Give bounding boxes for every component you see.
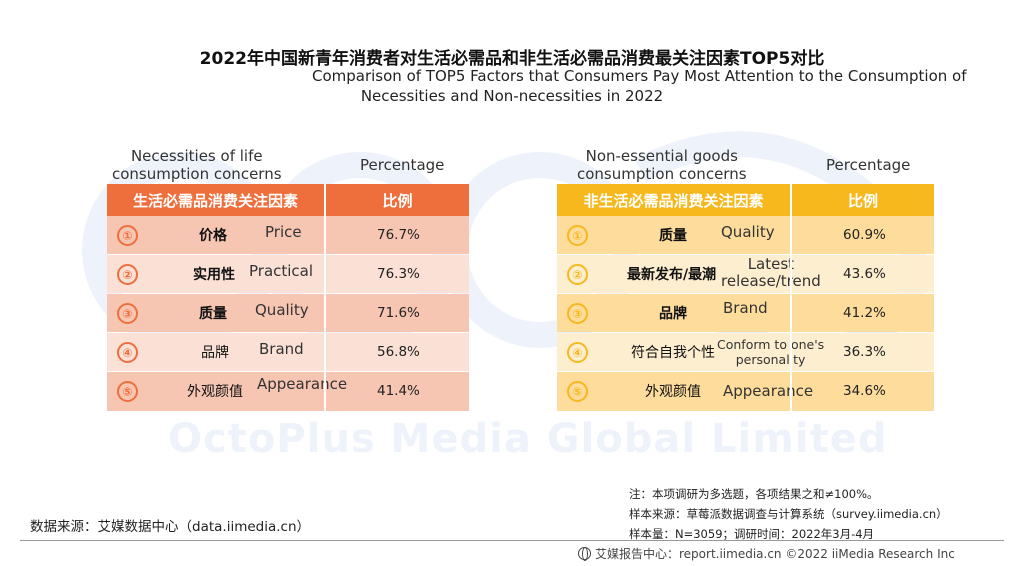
table-row: ⑤ 外观颜值 Appearance 41.4% <box>107 372 469 411</box>
factor-cn: 外观颜值 <box>187 384 243 400</box>
rank-badge: ① <box>117 225 138 246</box>
watermark-text: OctoPlus Media Global Limited <box>168 416 888 462</box>
chart-title-en-line2: Necessities and Non-necessities in 2022 <box>360 87 664 105</box>
factor-en: Quality <box>255 301 309 319</box>
table2-header: 非生活必需品消费关注因素 比例 <box>557 184 934 216</box>
factor-cn: 品牌 <box>659 306 687 322</box>
factor-cn: 价格 <box>199 228 227 244</box>
value-label: 76.3% <box>377 266 420 282</box>
table1-header-percent: 比例 <box>382 191 413 210</box>
value-label: 41.4% <box>377 383 420 399</box>
chart-title-cn: 2022年中国新青年消费者对生活必需品和非生活必需品消费最关注因素TOP5对比 <box>199 49 825 69</box>
rank-badge: ② <box>567 264 588 285</box>
factor-en-line1: Latest <box>747 255 795 273</box>
factor-en: Brand <box>259 340 304 358</box>
footer: 艾媒报告中心：report.iimedia.cn ©2022 iiMedia R… <box>578 545 955 562</box>
rank-badge: ② <box>117 264 138 285</box>
factor-en-line2: personality <box>735 352 806 367</box>
rank-badge: ① <box>567 225 588 246</box>
table2-column-divider <box>790 216 792 411</box>
table2-column-label-line2: consumption concerns <box>577 165 747 183</box>
table2-column-label: Non-essential goods consumption concerns <box>577 147 747 183</box>
factor-en: Practical <box>249 262 314 280</box>
table2-header-percent: 比例 <box>847 191 878 210</box>
factor-cn: 质量 <box>199 306 227 322</box>
rank-badge: ④ <box>117 342 138 363</box>
table-row: ③ 质量 Quality 71.6% <box>107 294 469 332</box>
value-label: 36.3% <box>843 344 886 360</box>
factor-cn: 符合自我个性 <box>631 345 715 361</box>
factor-en: Conform to one's personality <box>717 337 824 367</box>
value-label: 71.6% <box>377 305 420 321</box>
factor-en-line1: Conform to one's <box>717 337 825 352</box>
table1-column-divider <box>324 216 326 411</box>
value-label: 56.8% <box>377 344 420 360</box>
rank-badge: ③ <box>567 303 588 324</box>
table2-header-factor: 非生活必需品消费关注因素 <box>557 184 792 216</box>
factor-cn: 最新发布/最潮 <box>627 267 717 283</box>
value-label: 41.2% <box>843 305 886 321</box>
rank-badge: ④ <box>567 342 588 363</box>
table1-header: 生活必需品消费关注因素 比例 <box>107 184 469 216</box>
table-row: ① 质量 Quality 60.9% <box>557 216 934 254</box>
table-row: ① 价格 Price 76.7% <box>107 216 469 254</box>
table2-percentage-label: Percentage <box>826 156 911 174</box>
note-sample-source: 样本来源：草莓派数据调查与计算系统（survey.iimedia.cn） <box>629 507 948 521</box>
table-non-necessities: 非生活必需品消费关注因素 比例 ① 质量 Quality 60.9% ② 最新发… <box>557 184 934 411</box>
table-row: ④ 品牌 Brand 56.8% <box>107 333 469 371</box>
note-sample-size: 样本量：N=3059；调研时间：2022年3月-4月 <box>629 527 875 541</box>
globe-icon <box>578 547 591 561</box>
rank-badge: ③ <box>117 303 138 324</box>
table-necessities: 生活必需品消费关注因素 比例 ① 价格 Price 76.7% ② 实用性 Pr… <box>107 184 469 411</box>
table1-column-label-line1: Necessities of life <box>130 147 263 165</box>
table-row: ② 最新发布/最潮 Latest release/trend 43.6% <box>557 255 934 293</box>
chart-title-en: Comparison of TOP5 Factors that Consumer… <box>312 66 967 106</box>
rank-badge: ⑤ <box>117 381 138 402</box>
factor-en: Appearance <box>257 375 348 393</box>
table1-column-label-line2: consumption concerns <box>112 165 282 183</box>
factor-cn: 品牌 <box>201 345 229 361</box>
rank-badge: ⑤ <box>567 381 588 402</box>
value-label: 43.6% <box>843 266 886 282</box>
footer-text: 艾媒报告中心：report.iimedia.cn ©2022 iiMedia R… <box>595 547 955 561</box>
table1-percentage-label: Percentage <box>360 156 445 174</box>
factor-en: Appearance <box>723 382 814 400</box>
table1-header-factor: 生活必需品消费关注因素 <box>107 184 326 216</box>
table1-column-label: Necessities of life consumption concerns <box>112 147 282 183</box>
table-row: ③ 品牌 Brand 41.2% <box>557 294 934 332</box>
table-row: ④ 符合自我个性 Conform to one's personality 36… <box>557 333 934 371</box>
factor-en-line2: release/trend <box>721 272 821 290</box>
notes: 注：本项调研为多选题，各项结果之和≠100%。 样本来源：草莓派数据调查与计算系… <box>629 484 948 544</box>
value-label: 34.6% <box>843 383 886 399</box>
data-source: 数据来源：艾媒数据中心（data.iimedia.cn） <box>30 519 311 535</box>
factor-en: Price <box>265 223 302 241</box>
table2-column-label-line1: Non-essential goods <box>585 147 738 165</box>
table-row: ⑤ 外观颜值 Appearance 34.6% <box>557 372 934 411</box>
chart-title-en-line1: Comparison of TOP5 Factors that Consumer… <box>312 67 967 85</box>
factor-en: Quality <box>721 223 775 241</box>
factor-cn: 实用性 <box>193 267 235 283</box>
factor-cn: 质量 <box>659 228 687 244</box>
footer-divider <box>20 540 1004 541</box>
factor-cn: 外观颜值 <box>645 384 701 400</box>
value-label: 60.9% <box>843 227 886 243</box>
table-row: ② 实用性 Practical 76.3% <box>107 255 469 293</box>
value-label: 76.7% <box>377 227 420 243</box>
factor-en: Brand <box>723 299 768 317</box>
note-multiple-choice: 注：本项调研为多选题，各项结果之和≠100%。 <box>629 487 879 501</box>
factor-en: Latest release/trend <box>721 256 821 290</box>
